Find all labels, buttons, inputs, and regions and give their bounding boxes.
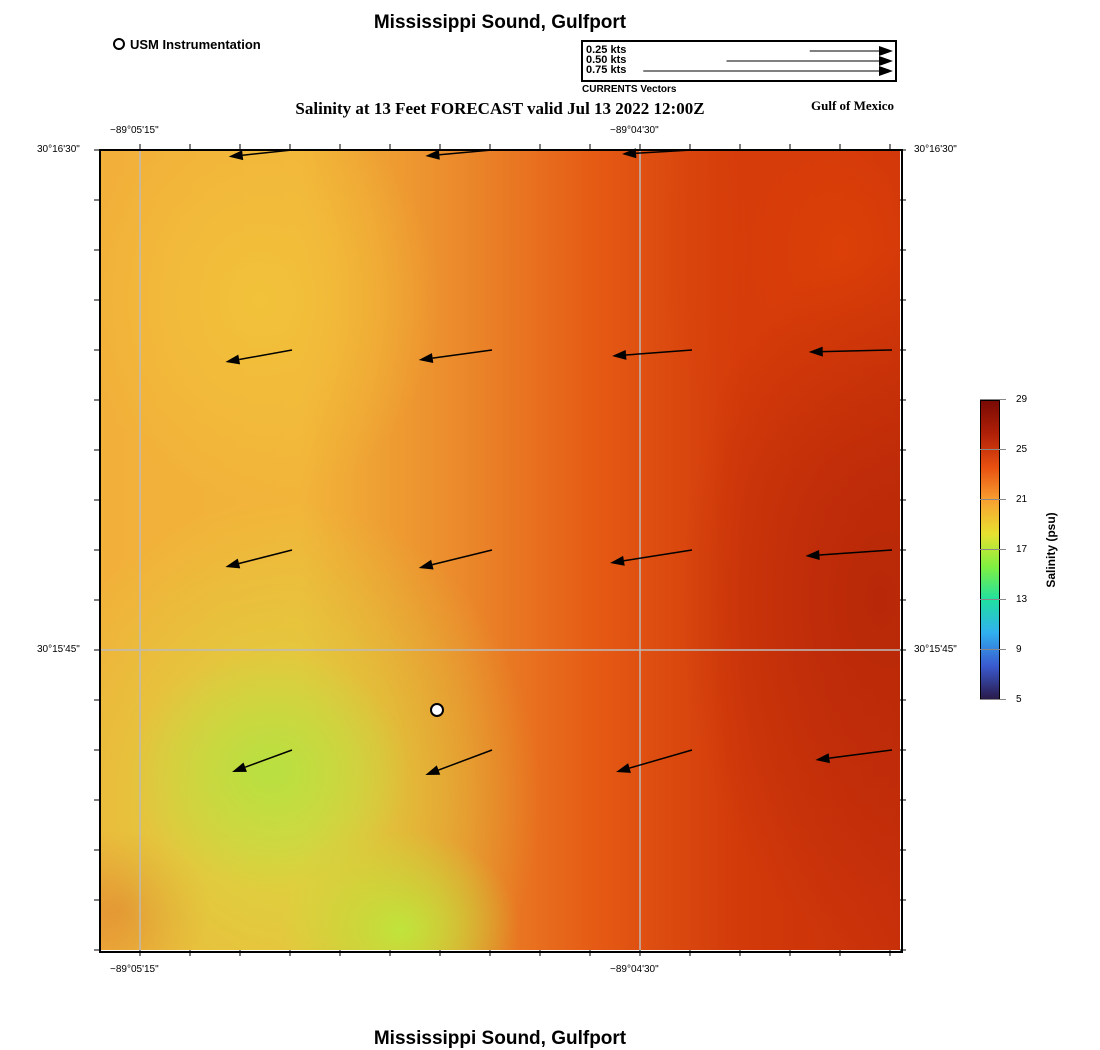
colorbar-tick-label: 21 [1016, 494, 1028, 505]
legend-arrow [726, 56, 893, 66]
vector-legend-arrows [643, 46, 893, 76]
arrow-head [228, 150, 244, 161]
colorbar-tick [980, 549, 1006, 550]
colorbar-tick-label: 17 [1016, 544, 1028, 555]
arrow-head [418, 353, 434, 364]
legend-arrow [643, 66, 893, 76]
usm-instrument-station [430, 703, 444, 717]
current-vector [610, 549, 693, 566]
colorbar-tick-label: 29 [1016, 394, 1028, 405]
colorbar-tick [980, 499, 1006, 500]
arrow-shaft [238, 549, 293, 565]
lon-label-bottom-1: −89°05'15" [110, 964, 159, 975]
arrow-head [879, 56, 893, 66]
subtitle: Salinity at 13 Feet FORECAST valid Jul 1… [295, 99, 705, 118]
arrow-head [612, 349, 627, 360]
lat-label-right-2: 30°15'45" [914, 644, 957, 655]
arrow-shaft [432, 549, 493, 566]
arrow-head [808, 346, 823, 357]
lat-label-left-2: 30°15'45" [37, 644, 80, 655]
legend-label-025: 0.25 kts [586, 44, 627, 56]
arrow-head [815, 753, 830, 764]
colorbar-tick-label: 5 [1016, 694, 1022, 705]
vector-legend-box: 0.25 kts 0.50 kts 0.75 kts [581, 40, 897, 82]
colorbar-label: Salinity (psu) [1044, 512, 1058, 588]
current-vector [616, 749, 693, 773]
arrow-head [610, 555, 625, 566]
instrument-marker-icon [113, 38, 125, 50]
arrow-shaft [819, 549, 893, 556]
arrow-shaft [625, 349, 693, 356]
legend-arrow [809, 46, 893, 56]
colorbar [980, 400, 1000, 700]
legend-label-050: 0.50 kts [586, 54, 627, 66]
arrow-head [225, 354, 241, 365]
current-vector [225, 549, 293, 569]
current-vector [418, 549, 493, 570]
colorbar-tick [980, 599, 1006, 600]
arrow-head [425, 765, 441, 775]
current-vector [808, 346, 893, 357]
map-frame [99, 149, 903, 953]
arrow-head [425, 149, 440, 160]
colorbar-tick [980, 449, 1006, 450]
arrow-shaft [438, 749, 493, 771]
colorbar-tick [980, 399, 1006, 400]
arrow-shaft [239, 349, 293, 361]
current-vector [225, 349, 293, 365]
lat-label-right-1: 30°16'30" [914, 144, 957, 155]
arrow-head [418, 559, 434, 570]
colorbar-tick [980, 699, 1006, 700]
lon-label-bottom-2: −89°04'30" [610, 964, 659, 975]
arrow-shaft [623, 549, 693, 562]
region-label: Gulf of Mexico [811, 98, 895, 113]
colorbar-tick-label: 9 [1016, 644, 1022, 655]
title-bottom: Mississippi Sound, Gulfport [373, 1028, 627, 1049]
title-top: Mississippi Sound, Gulfport [373, 12, 627, 33]
vector-legend-title: CURRENTS Vectors [582, 84, 677, 95]
lon-label-top-2: −89°04'30" [610, 125, 659, 136]
colorbar-tick-label: 25 [1016, 444, 1028, 455]
colorbar-tick-label: 13 [1016, 594, 1028, 605]
arrow-shaft [822, 349, 893, 353]
arrow-head [805, 550, 820, 561]
legend-label-075: 0.75 kts [586, 64, 627, 76]
lat-label-left-1: 30°16'30" [37, 144, 80, 155]
arrow-shaft [244, 749, 293, 768]
arrow-head [879, 66, 893, 76]
arrow-head [616, 763, 631, 773]
arrow-shaft [432, 349, 493, 359]
arrow-head [225, 558, 241, 569]
current-vector [612, 349, 693, 360]
arrow-shaft [629, 749, 693, 769]
current-vector [815, 749, 893, 764]
arrow-head [232, 762, 247, 772]
current-vector [425, 749, 493, 775]
arrow-head [879, 46, 893, 56]
arrow-shaft [829, 749, 893, 759]
instrument-legend: USM Instrumentation [130, 37, 261, 52]
colorbar-tick [980, 649, 1006, 650]
current-vector [805, 549, 893, 561]
current-vector [232, 749, 293, 772]
current-vector [418, 349, 493, 364]
lon-label-top-1: −89°05'15" [110, 125, 159, 136]
salinity-field [100, 150, 900, 950]
